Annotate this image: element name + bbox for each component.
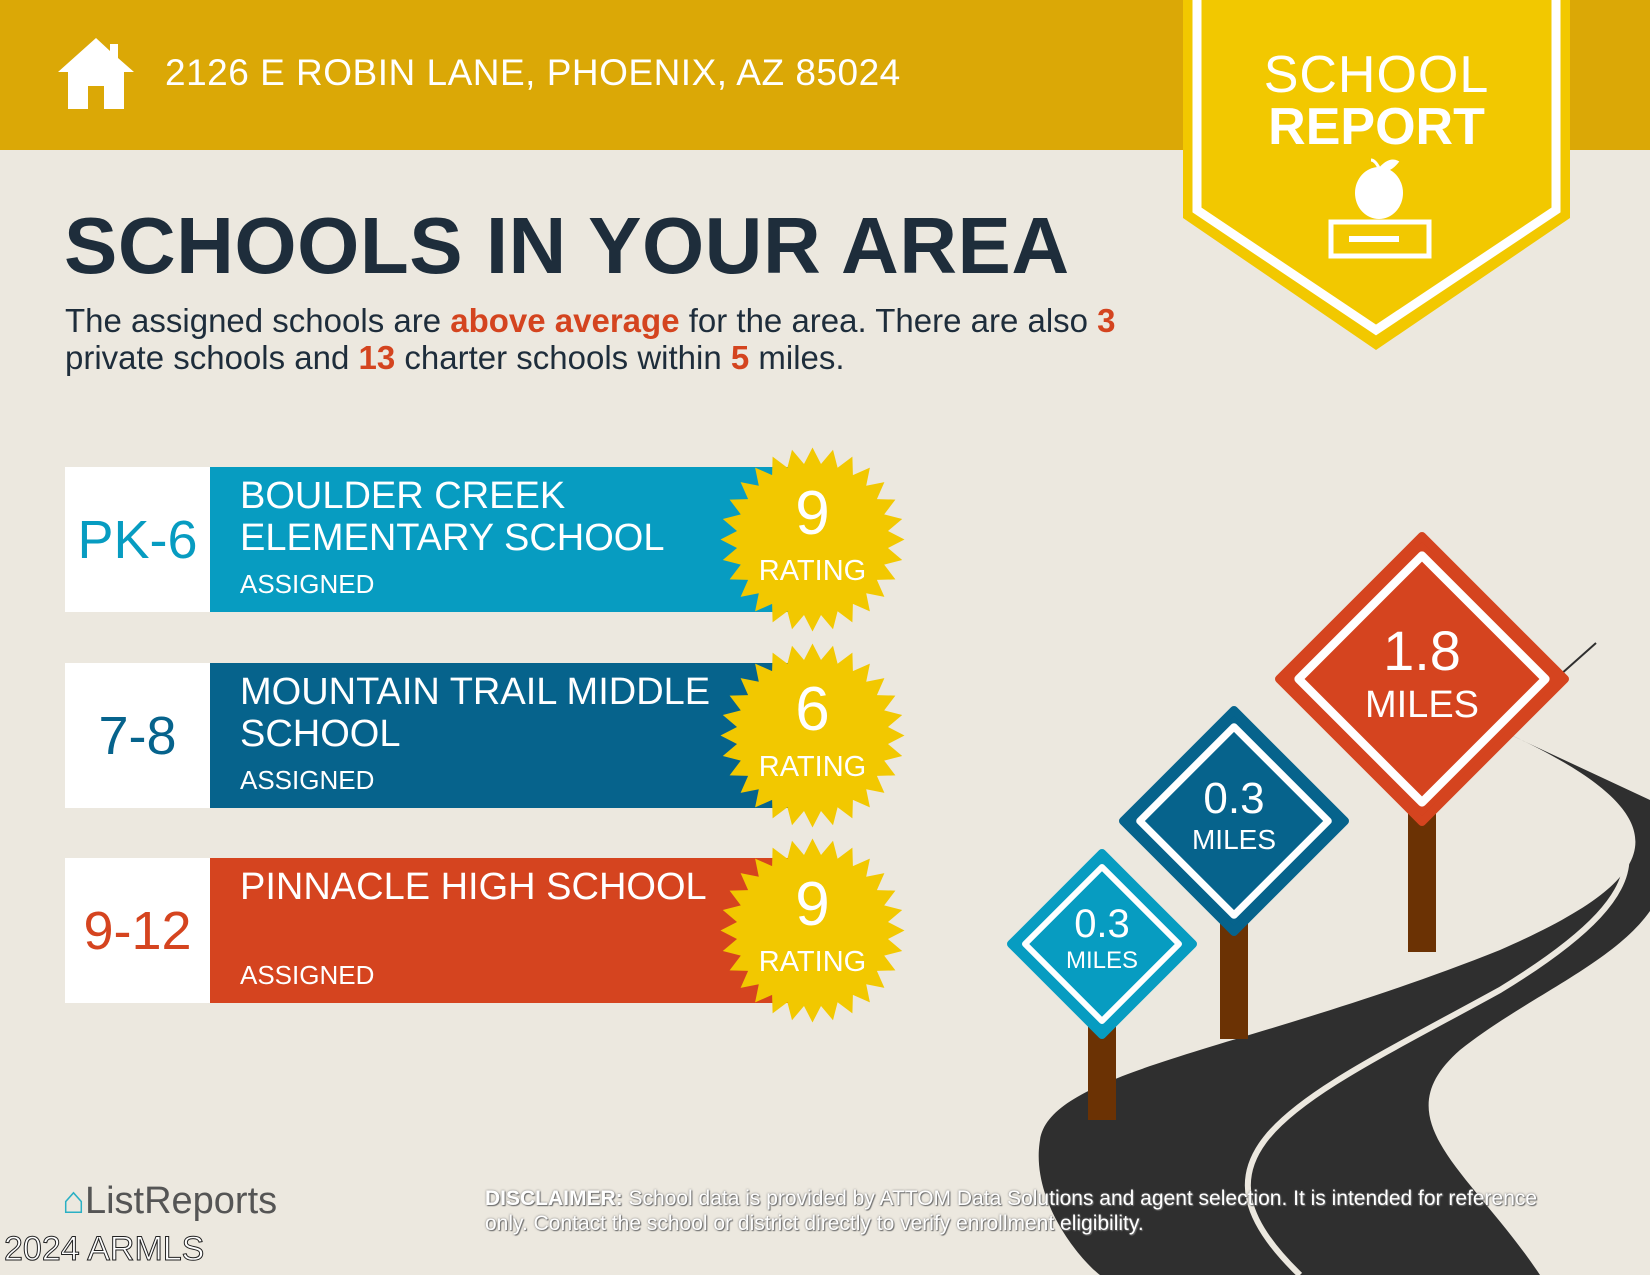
school-name: PINNACLE HIGH SCHOOL xyxy=(240,866,707,908)
school-bar: BOULDER CREEK ELEMENTARY SCHOOL ASSIGNED xyxy=(210,467,830,612)
rating-starburst-icon xyxy=(720,447,905,632)
rating-starburst-icon xyxy=(720,838,905,1023)
distance-unit: MILES xyxy=(1065,946,1139,974)
school-row: 7-8 MOUNTAIN TRAIL MIDDLE SCHOOL ASSIGNE… xyxy=(65,643,905,828)
school-report-badge xyxy=(1183,0,1570,350)
school-row: 9-12 PINNACLE HIGH SCHOOL ASSIGNED 9 RAT… xyxy=(65,838,905,1023)
rating-label: RATING xyxy=(758,751,867,783)
grade-range: 9-12 xyxy=(65,858,210,1003)
distance-value: 0.3 xyxy=(1203,774,1265,823)
school-name: BOULDER CREEK ELEMENTARY SCHOOL xyxy=(240,475,665,559)
distance-value: 0.3 xyxy=(1074,902,1130,946)
school-name: MOUNTAIN TRAIL MIDDLE SCHOOL xyxy=(240,671,711,755)
rating-label: RATING xyxy=(758,555,867,587)
distance-unit: MILES xyxy=(1364,683,1480,726)
disclaimer: DISCLAIMER: School data is provided by A… xyxy=(485,1187,1538,1235)
school-status: ASSIGNED xyxy=(240,960,375,990)
rating-value: 9 xyxy=(795,870,830,939)
distance-value: 1.8 xyxy=(1383,619,1461,682)
page-title: SCHOOLS IN YOUR AREA xyxy=(64,201,1070,290)
property-address: 2126 E ROBIN LANE, PHOENIX, AZ 85024 xyxy=(165,52,901,93)
distance-unit: MILES xyxy=(1191,824,1277,856)
school-bar: PINNACLE HIGH SCHOOL ASSIGNED xyxy=(210,858,830,1003)
rating-value: 9 xyxy=(795,479,830,548)
apple-book-icon xyxy=(1328,158,1432,259)
rating-value: 6 xyxy=(795,675,830,744)
badge-line1: SCHOOL xyxy=(1263,46,1490,104)
rating-label: RATING xyxy=(758,946,867,978)
badge-line2: REPORT xyxy=(1268,98,1485,156)
distance-sign: 0.3 MILES xyxy=(1007,849,1197,1039)
distance-sign: 1.8 MILES xyxy=(1275,532,1569,826)
grade-range: PK-6 xyxy=(65,467,210,612)
grade-range: 7-8 xyxy=(65,663,210,808)
watermark: 2024 ARMLS xyxy=(3,1230,205,1269)
home-icon xyxy=(58,38,134,109)
school-status: ASSIGNED xyxy=(240,765,375,795)
summary-text: The assigned schools are above average f… xyxy=(65,302,1116,376)
listreports-logo: ⌂ListReports xyxy=(62,1180,278,1222)
school-row: PK-6 BOULDER CREEK ELEMENTARY SCHOOL ASS… xyxy=(65,447,905,632)
rating-starburst-icon xyxy=(720,643,905,828)
distance-sign: 0.3 MILES xyxy=(1119,706,1349,936)
school-status: ASSIGNED xyxy=(240,569,375,599)
